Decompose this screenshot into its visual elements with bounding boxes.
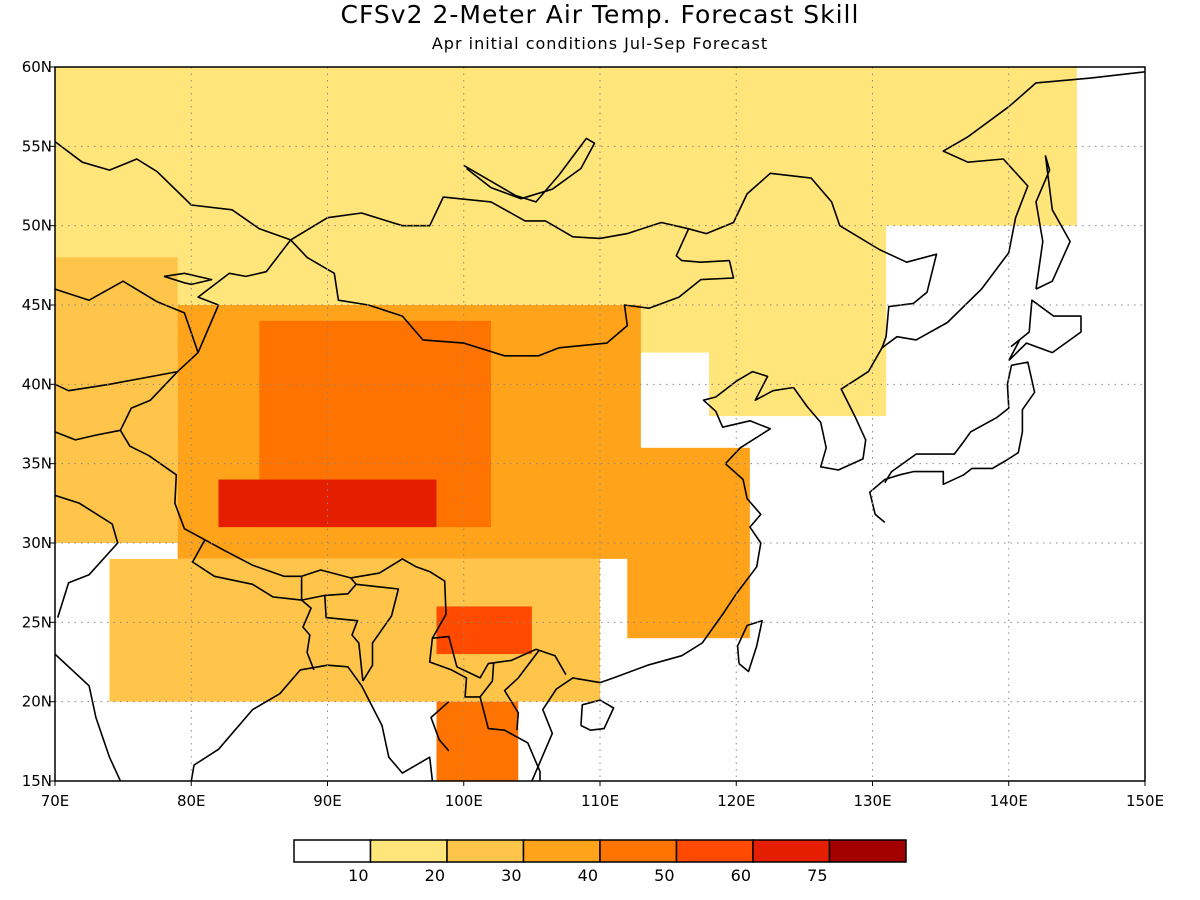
lat-tick-label: 45N [22,296,52,314]
colorbar-swatch [675,839,754,863]
lon-tick-label: 90E [313,792,342,810]
lat-tick-label: 20N [22,693,52,711]
coastline-segment [869,361,1036,524]
skill-region [436,606,532,655]
colorbar-label: 20 [425,866,445,885]
coastline-segment [736,619,763,673]
coastline-segment [580,699,615,731]
colorbar-swatch [293,839,372,863]
lon-tick-label: 130E [853,792,891,810]
lon-tick-label: 80E [177,792,206,810]
coastline-segment [324,595,364,682]
coastline-segment [190,664,434,781]
coastline-segment [1035,155,1071,290]
skill-region [55,257,178,543]
colorbar-label: 50 [654,866,674,885]
colorbar-swatch [599,839,678,863]
lat-tick-label: 50N [22,217,52,235]
chart-title: CFSv2 2-Meter Air Temp. Forecast Skill [340,0,860,29]
colorbar-swatch [446,839,525,863]
coastline-segment [463,137,596,203]
lat-tick-label: 30N [22,534,52,552]
coastline-borders [55,71,1145,781]
coastline-segment [792,71,1145,471]
coastline-segment [55,429,121,441]
lon-tick-label: 150E [1126,792,1164,810]
colorbar-swatch [522,839,601,863]
lon-tick-label: 70E [41,792,70,810]
lon-tick-label: 100E [445,792,483,810]
coastline-segment [163,272,213,286]
coastline-segment [301,599,315,671]
lat-tick-labels: 15N 20N 25N 30N 35N 40N 45N 50N 55N 60N [22,58,55,790]
coastline-segment [503,650,540,731]
coastline-segment [55,383,110,392]
lat-tick-label: 25N [22,613,52,631]
coastline-segment [531,370,794,781]
coastline-segment [479,696,541,781]
colorbar: 10 20 30 40 50 60 75 [293,839,907,885]
coastline-segment [290,228,735,357]
colorbar-swatch [369,839,448,863]
colorbar-label: 60 [731,866,751,885]
lat-tick-label: 55N [22,137,52,155]
colorbar-label: 30 [501,866,521,885]
colorbar-label: 40 [578,866,598,885]
coastline-segment [1008,299,1082,362]
coastline-segment [55,140,291,241]
skill-region [436,701,519,781]
colorbar-label: 10 [348,866,368,885]
lat-tick-label: 15N [22,772,52,790]
lon-tick-label: 120E [717,792,755,810]
coastline-segment [430,701,450,752]
lon-tick-label: 140E [990,792,1028,810]
lat-tick-label: 40N [22,375,52,393]
chart-subtitle: Apr initial conditions Jul-Sep Forecast [431,34,769,53]
colorbar-swatch [828,839,907,863]
lat-tick-label: 35N [22,455,52,473]
colorbar-label: 75 [807,866,827,885]
coastline-segment [55,280,199,353]
coastline-segment [428,638,495,698]
lon-tick-labels: 70E 80E 90E 100E 110E 120E 130E 140E 150E [41,781,1164,810]
coastline-segment [356,583,400,682]
coastline-segment [55,494,119,618]
colorbar-swatch [752,839,831,863]
lat-tick-label: 60N [22,58,52,76]
coastline-segment [109,172,938,386]
coastline-segment [55,653,122,781]
lon-tick-label: 110E [581,792,619,810]
coastline-segment [301,577,357,601]
